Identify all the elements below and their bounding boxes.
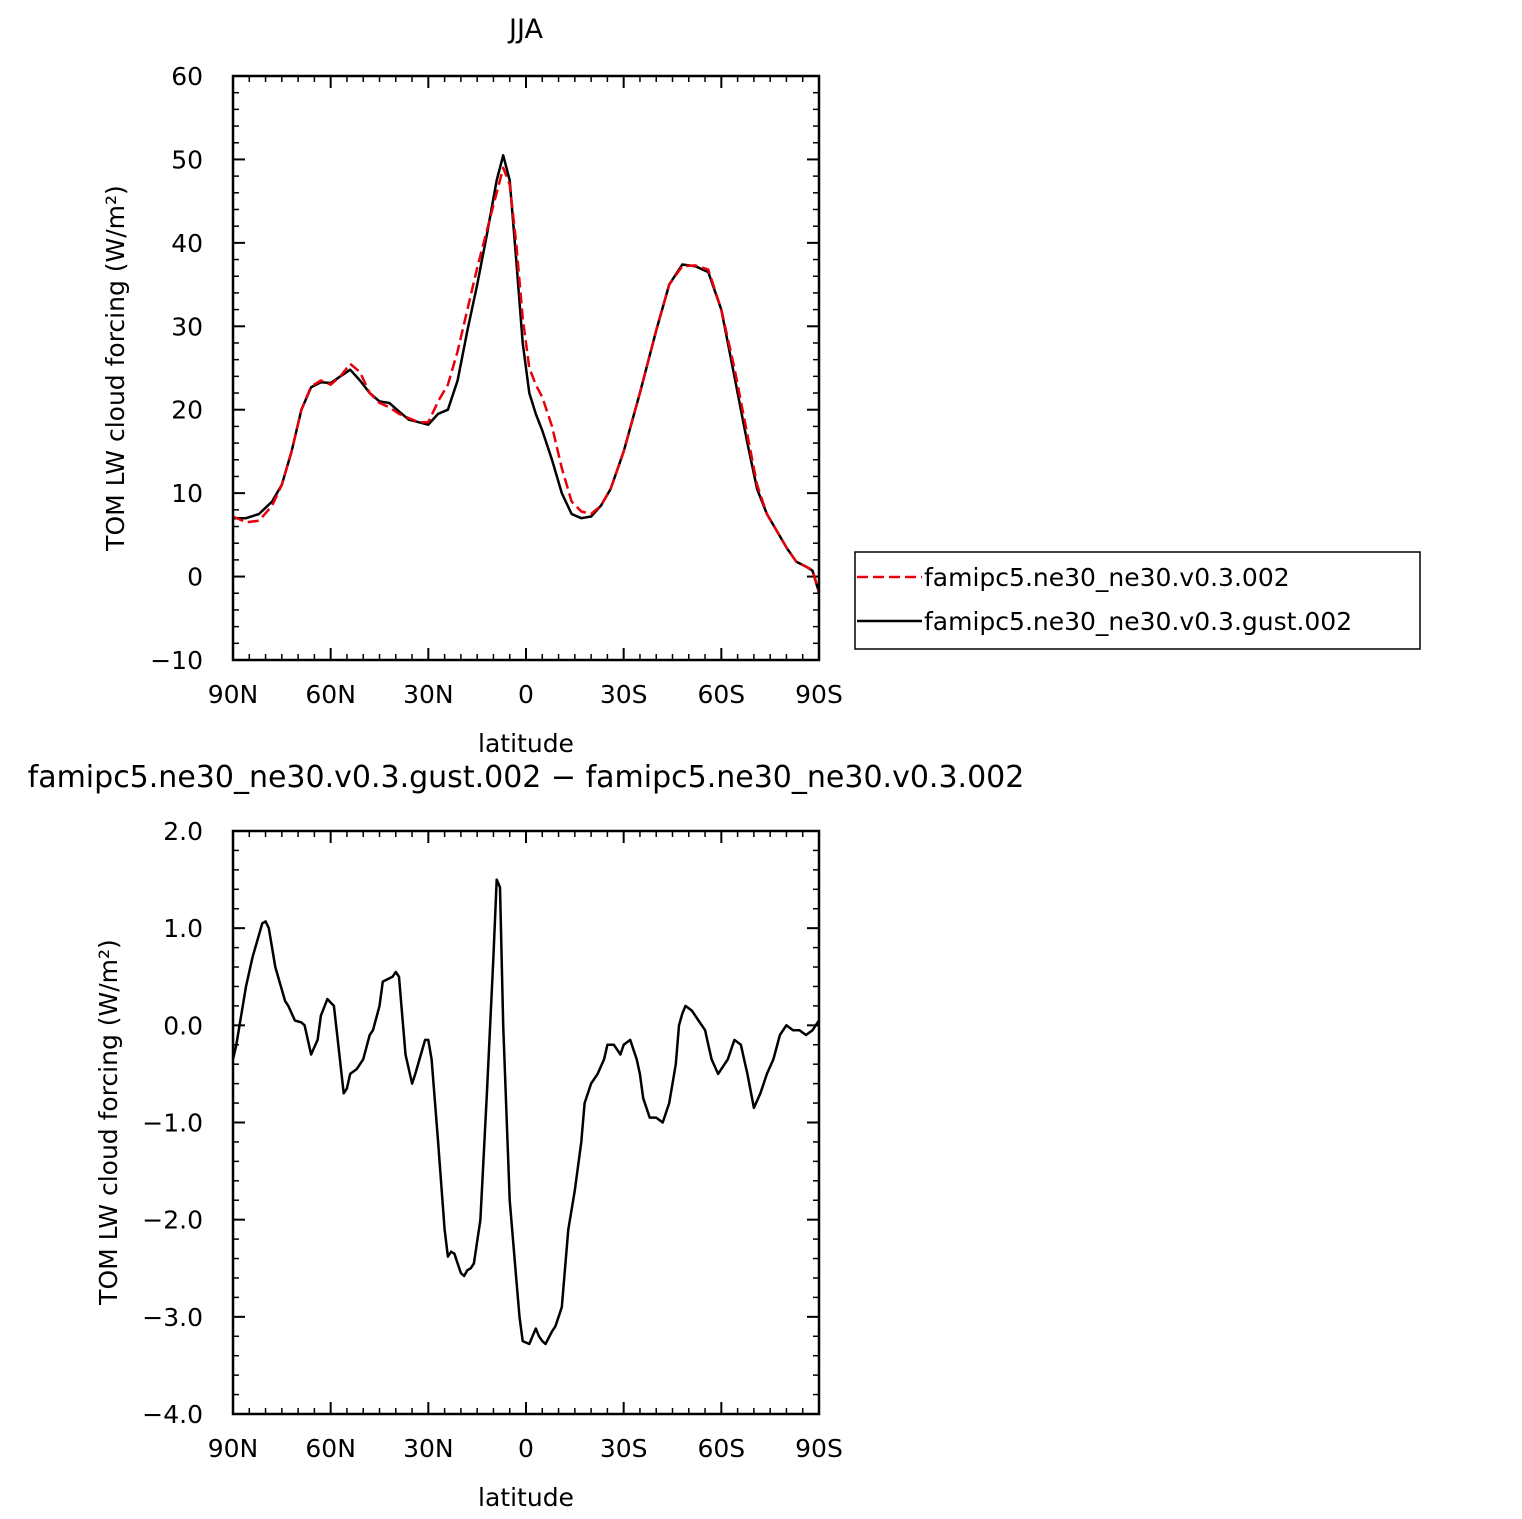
bottom-x-tick-label: 60N [305,1434,356,1463]
bottom-series-line-0 [231,878,821,1346]
bottom-x-tick-label: 0 [518,1434,534,1463]
bottom-plot-frame [231,829,821,1416]
top-y-tick-label: 40 [171,229,203,258]
legend: famipc5.ne30_ne30.v0.3.002 famipc5.ne30_… [854,551,1421,650]
bottom-y-tick-label: −3.0 [142,1303,203,1332]
bottom-y-axis-label: TOM LW cloud forcing (W/m²) [94,939,123,1306]
top-y-tick-label: 30 [171,312,203,341]
bottom-series-lines [231,878,821,1346]
top-series-lines [232,154,821,593]
top-series-line-0 [232,166,821,593]
top-chart-title: JJA [507,14,543,45]
top-y-tick-label: 50 [171,145,203,174]
bottom-y-tick-label: −4.0 [142,1400,203,1429]
bottom-axis-ticks: 90N 60N 30N 0 30S 60S 90S −4.0 −3.0 −2.0 −1.0 0.0 1.… [142,817,843,1463]
legend-box [854,551,1421,650]
bottom-panel: famipc5.ne30_ne30.v0.3.gust.002 − famipc… [28,760,1025,1512]
top-y-tick-label: −10 [150,646,203,675]
bottom-x-tick-label: 30S [600,1434,648,1463]
bottom-y-tick-label: −2.0 [142,1206,203,1235]
bottom-x-tick-label: 30N [403,1434,454,1463]
bottom-chart-title: famipc5.ne30_ne30.v0.3.gust.002 − famipc… [28,760,1025,795]
top-y-tick-label: 10 [171,479,203,508]
top-axis-ticks: 90N 60N 30N 0 30S 60S 90S −10 0 10 20 30 40 50 60 [150,62,843,709]
legend-label-gust: famipc5.ne30_ne30.v0.3.gust.002 [924,607,1352,636]
bottom-y-tick-label: 1.0 [163,914,203,943]
top-x-tick-label: 60S [697,680,745,709]
top-x-axis-label: latitude [478,729,574,758]
top-panel: JJA TOM LW cloud forcing (W/m²) latitude… [101,14,1421,758]
top-x-tick-label: 30N [403,680,454,709]
top-x-tick-label: 0 [518,680,534,709]
top-x-tick-label: 90N [208,680,259,709]
top-x-tick-label: 90S [795,680,843,709]
top-x-tick-label: 30S [600,680,648,709]
bottom-y-tick-label: 0.0 [163,1011,203,1040]
bottom-y-tick-label: −1.0 [142,1109,203,1138]
bottom-x-tick-label: 90S [795,1434,843,1463]
top-y-tick-label: 60 [171,62,203,91]
top-x-tick-label: 60N [305,680,356,709]
top-y-axis-label: TOM LW cloud forcing (W/m²) [101,185,130,552]
top-y-tick-label: 0 [187,563,203,592]
top-plot-frame [231,74,821,662]
top-series-line-1 [233,154,821,593]
bottom-y-tick-label: 2.0 [163,817,203,846]
top-y-tick-label: 20 [171,396,203,425]
bottom-x-tick-label: 90N [208,1434,259,1463]
bottom-x-tick-label: 60S [697,1434,745,1463]
bottom-x-axis-label: latitude [478,1483,574,1512]
legend-label-control: famipc5.ne30_ne30.v0.3.002 [924,563,1290,592]
